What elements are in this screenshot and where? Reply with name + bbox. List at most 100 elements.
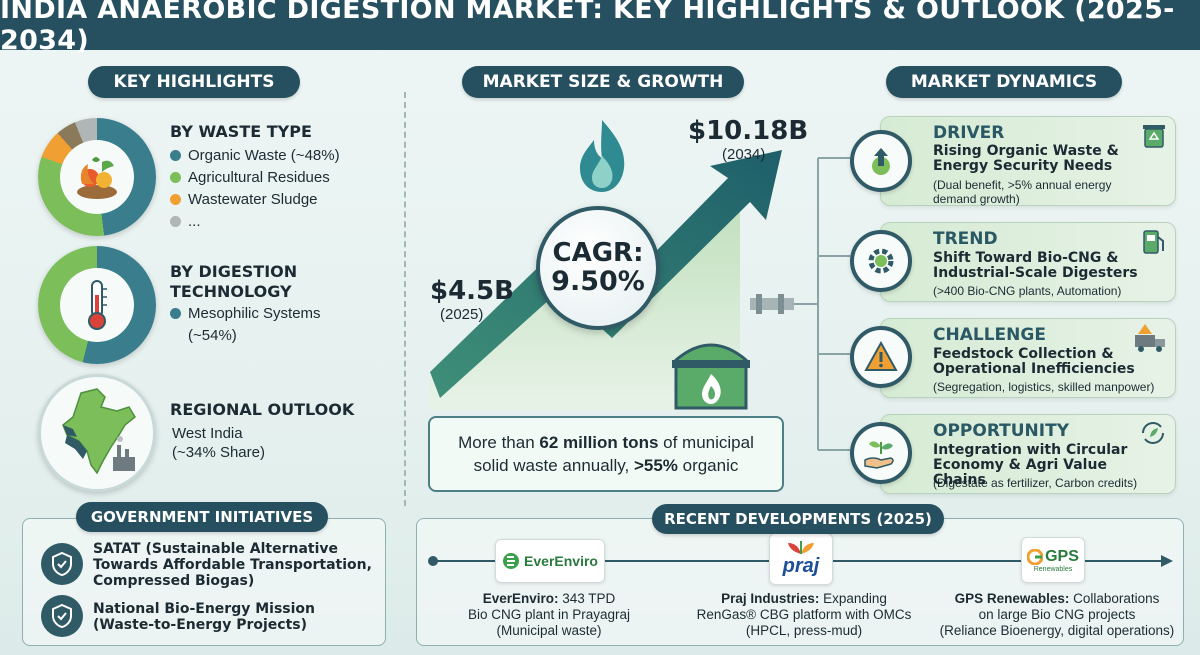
satat-line-2: Towards Affordable Transportation, — [93, 557, 372, 573]
msw-fact-text: More than 62 million tons of municipal s… — [458, 431, 754, 477]
cagr-badge: CAGR: 9.50% — [536, 206, 660, 330]
page-title: INDIA ANAEROBIC DIGESTION MARKET: KEY HI… — [0, 0, 1175, 56]
digestion-tech-donut-hole — [60, 268, 134, 342]
challenge-icon-badge — [850, 326, 912, 388]
dev-company: Praj Industries: — [721, 591, 820, 606]
everenviro-logo-text: EverEnviro — [524, 553, 598, 569]
produce-icon — [77, 157, 117, 199]
market-dynamics-heading: MARKET DYNAMICS — [886, 66, 1122, 98]
shield-icon — [41, 595, 83, 637]
recycle-bin-icon — [1143, 125, 1165, 148]
recent-developments-heading: RECENT DEVELOPMENTS (2025) — [652, 504, 944, 534]
legend-wastewater-sludge: Wastewater Sludge — [170, 191, 318, 208]
legend-organic-waste: Organic Waste (~48%) — [170, 147, 340, 164]
dev-company: GPS Renewables: — [954, 591, 1070, 606]
waste-type-donut-hole — [60, 140, 134, 214]
opportunity-icon-badge — [850, 422, 912, 484]
digestion-tech-heading-1: BY DIGESTION — [170, 262, 298, 281]
digestion-tech-donut — [38, 246, 156, 364]
dev-text-part: 343 TPD — [558, 591, 616, 606]
msw-fact-box: More than 62 million tons of municipal s… — [428, 416, 784, 492]
fact-text-part: More than — [458, 433, 540, 452]
everenviro-e-mark — [503, 553, 520, 569]
driver-kind: DRIVER — [933, 123, 1005, 143]
fact-highlight: >55% — [633, 456, 678, 475]
opportunity-card: OPPORTUNITY Integration with Circular Ec… — [880, 414, 1176, 494]
circular-leaf-icon — [1142, 422, 1164, 444]
everenviro-logo: EverEnviro — [495, 539, 605, 583]
driver-card: DRIVER Rising Organic Waste & Energy Sec… — [880, 116, 1176, 206]
legend-dot — [170, 194, 181, 205]
regional-heading: REGIONAL OUTLOOK — [170, 400, 355, 419]
cagr-value: 9.50% — [551, 266, 645, 297]
praj-text: Praj Industries: Expanding RenGas® CBG p… — [689, 591, 919, 639]
gps-logo-row: GPS — [1027, 548, 1079, 566]
gear-icon — [868, 248, 894, 274]
fact-text-part: organic — [677, 456, 739, 475]
dev-text-part: Collaborations — [1069, 591, 1160, 606]
market-start-value: $4.5B — [430, 276, 514, 306]
market-end-year: (2034) — [722, 146, 766, 163]
waste-type-donut — [38, 118, 156, 236]
market-start-year: (2025) — [440, 306, 484, 323]
driver-icon-badge — [850, 130, 912, 192]
legend-label: Mesophilic Systems — [188, 305, 321, 322]
dev-text-part: Expanding — [819, 591, 887, 606]
legend-label: ... — [188, 213, 201, 230]
opportunity-note: (Digestate as fertilizer, Carbon credits… — [933, 476, 1138, 490]
regional-line-2: (~34% Share) — [172, 444, 265, 461]
legend-dot — [170, 308, 181, 319]
growth-arrow-icon — [872, 148, 890, 175]
flame-icon — [580, 120, 625, 192]
cagr-label: CAGR: — [552, 238, 644, 268]
fuel-pump-icon — [1143, 230, 1164, 254]
trend-kind: TREND — [933, 229, 998, 249]
satat-line-3: Compressed Biogas) — [93, 573, 255, 589]
regional-line-1: West India — [172, 425, 243, 442]
legend-agricultural-residues: Agricultural Residues — [170, 169, 330, 186]
government-heading: GOVERNMENT INITIATIVES — [76, 502, 328, 532]
digestion-tech-heading-2: TECHNOLOGY — [170, 282, 292, 301]
truck-warning-icon — [1135, 324, 1165, 352]
legend-other: ... — [170, 213, 201, 230]
india-map-icon — [62, 388, 136, 475]
legend-label: Organic Waste (~48%) — [188, 147, 340, 164]
fact-text-part: of municipal — [658, 433, 754, 452]
praj-logo-text: praj — [782, 555, 820, 577]
bioenergy-mission-line-2: (Waste-to-Energy Projects) — [93, 617, 307, 633]
legend-dot — [170, 172, 181, 183]
everenviro-text: EverEnviro: 343 TPD Bio CNG plant in Pra… — [449, 591, 649, 639]
recent-developments-box: EverEnviro EverEnviro: 343 TPD Bio CNG p… — [416, 518, 1184, 646]
bioenergy-mission-line-1: National Bio-Energy Mission — [93, 601, 315, 617]
india-map-badge — [38, 374, 156, 492]
gps-logo-subtext: Renewables — [1033, 565, 1073, 573]
title-bar: INDIA ANAEROBIC DIGESTION MARKET: KEY HI… — [0, 0, 1200, 56]
trend-card: TREND Shift Toward Bio-CNG & Industrial-… — [880, 222, 1176, 302]
opportunity-kind: OPPORTUNITY — [933, 421, 1070, 441]
trend-head: Shift Toward Bio-CNG & Industrial-Scale … — [933, 250, 1138, 281]
divider-left — [404, 92, 406, 506]
driver-head: Rising Organic Waste & Energy Security N… — [933, 143, 1119, 174]
market-end-value: $10.18B — [688, 116, 809, 146]
hand-seedling-icon — [864, 441, 894, 469]
trend-icon-badge — [850, 230, 912, 292]
praj-logo: praj — [769, 533, 833, 585]
digester-tank-icon — [672, 343, 750, 410]
shield-icon — [41, 543, 83, 585]
dev-company: EverEnviro: — [482, 591, 559, 606]
challenge-note: (Segregation, logistics, skilled manpowe… — [933, 380, 1155, 394]
legend-label: Wastewater Sludge — [188, 191, 318, 208]
dev-text-part: on large Bio CNG projects — [978, 607, 1136, 622]
dynamics-connector — [794, 157, 850, 451]
dev-text-part: (HPCL, press-mud) — [745, 623, 863, 638]
satat-line-1: SATAT (Sustainable Alternative — [93, 541, 339, 557]
government-initiatives-box: SATAT (Sustainable Alternative Towards A… — [22, 518, 386, 646]
key-highlights-heading: KEY HIGHLIGHTS — [88, 66, 300, 98]
legend-dot — [170, 150, 181, 161]
challenge-card: CHALLENGE Feedstock Collection & Operati… — [880, 318, 1176, 398]
challenge-kind: CHALLENGE — [933, 325, 1046, 345]
dev-text-part: Bio CNG plant in Prayagraj — [467, 607, 631, 622]
thermometer-icon — [88, 280, 107, 330]
legend-mesophilic: Mesophilic Systems — [170, 305, 321, 322]
gps-text: GPS Renewables: Collaborations on large … — [935, 591, 1179, 639]
